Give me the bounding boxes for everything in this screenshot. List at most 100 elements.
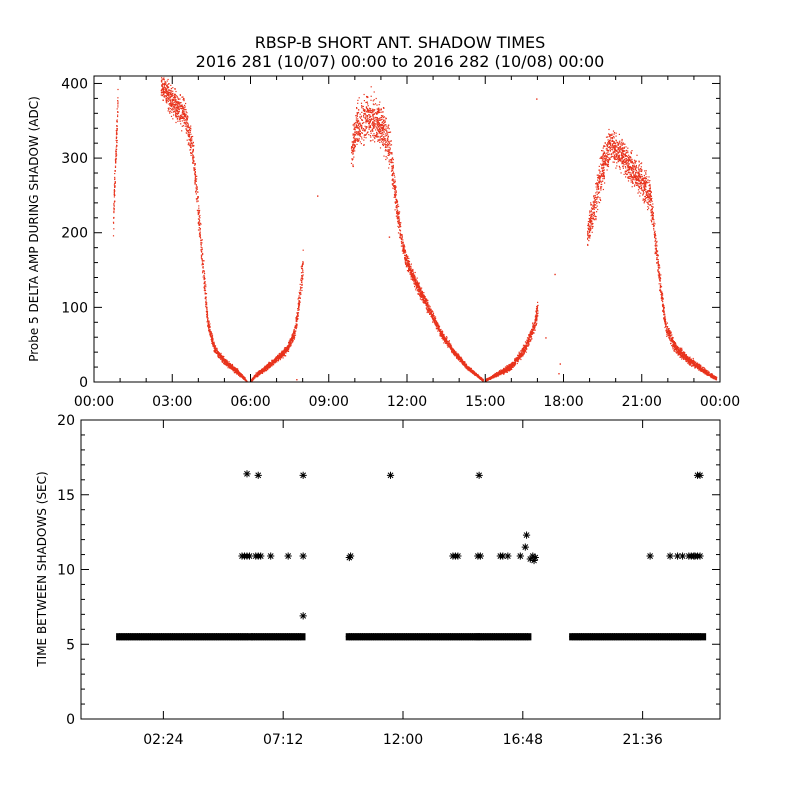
top-point xyxy=(116,139,118,142)
top-point xyxy=(381,139,383,141)
top-point xyxy=(216,351,218,353)
top-point xyxy=(301,275,303,277)
top-point xyxy=(231,364,233,366)
top-point xyxy=(407,255,409,257)
top-point xyxy=(225,362,228,364)
top-point xyxy=(202,263,204,265)
top-point xyxy=(399,235,401,237)
top-point xyxy=(408,261,411,263)
top-point xyxy=(228,365,230,368)
top-point xyxy=(383,129,386,131)
top-point xyxy=(190,125,192,127)
top-point xyxy=(392,173,394,175)
top-point xyxy=(284,349,286,352)
top-point xyxy=(394,176,396,178)
top-point xyxy=(358,123,360,125)
top-point xyxy=(175,106,177,108)
top-point xyxy=(174,105,176,107)
top-point xyxy=(411,274,413,276)
top-point xyxy=(463,361,465,363)
top-point xyxy=(115,162,117,164)
top-point xyxy=(358,139,360,141)
top-point xyxy=(302,249,304,251)
top-point xyxy=(200,246,202,248)
top-point xyxy=(381,134,383,136)
top-point xyxy=(447,342,449,344)
top-point xyxy=(181,120,183,122)
top-point xyxy=(236,373,238,375)
top-point xyxy=(172,107,174,109)
top-point xyxy=(283,350,285,352)
top-point xyxy=(224,361,226,363)
top-point xyxy=(362,129,364,131)
top-point xyxy=(176,107,178,109)
top-point xyxy=(356,133,358,135)
top-point xyxy=(424,297,426,299)
top-point xyxy=(278,353,280,355)
top-point xyxy=(211,342,213,344)
top-point xyxy=(172,109,174,111)
top-point xyxy=(173,107,175,109)
top-point xyxy=(408,267,411,269)
top-point xyxy=(384,129,386,131)
top-point xyxy=(479,377,481,379)
top-point xyxy=(223,360,225,362)
top-point xyxy=(435,326,437,328)
top-point xyxy=(424,301,426,303)
top-point xyxy=(196,201,198,203)
top-point xyxy=(201,264,203,266)
top-point xyxy=(457,353,459,355)
top-point xyxy=(163,77,165,79)
top-point xyxy=(279,355,281,357)
top-point xyxy=(113,222,115,224)
top-point xyxy=(409,270,411,272)
top-point xyxy=(406,270,409,272)
top-point xyxy=(116,121,118,123)
top-point xyxy=(364,112,366,114)
top-point xyxy=(229,363,231,365)
top-point xyxy=(221,361,224,363)
top-point xyxy=(426,311,428,314)
top-point xyxy=(462,362,465,364)
top-point xyxy=(274,358,277,360)
top-point xyxy=(361,105,363,107)
top-point xyxy=(365,137,367,139)
top-point xyxy=(422,296,424,299)
top-point xyxy=(293,329,295,331)
top-point xyxy=(384,139,386,142)
top-point xyxy=(436,323,438,325)
top-point xyxy=(162,88,164,90)
top-point xyxy=(406,262,408,264)
top-point xyxy=(458,354,460,356)
top-point xyxy=(396,209,398,211)
top-point xyxy=(352,134,354,136)
top-point xyxy=(113,207,115,209)
top-point xyxy=(370,95,372,97)
top-point xyxy=(371,109,373,111)
top-point xyxy=(258,373,260,375)
top-point xyxy=(409,264,411,266)
top-point xyxy=(224,362,226,364)
top-point xyxy=(375,135,377,137)
top-point xyxy=(297,308,299,310)
top-point xyxy=(189,131,191,133)
top-point xyxy=(442,331,444,333)
top-point xyxy=(372,127,374,129)
top-point xyxy=(298,304,301,306)
top-point xyxy=(529,331,531,333)
top-point xyxy=(181,125,183,127)
top-point xyxy=(165,92,167,94)
top-point xyxy=(189,126,191,129)
top-point xyxy=(474,372,476,374)
top-point xyxy=(384,135,386,137)
top-point xyxy=(173,100,175,102)
top-point xyxy=(181,96,183,98)
top-point xyxy=(507,365,509,367)
top-point xyxy=(394,188,396,190)
top-point xyxy=(373,133,375,135)
top-point xyxy=(385,149,387,151)
top-point xyxy=(161,80,163,82)
top-point xyxy=(426,304,428,306)
top-point xyxy=(410,278,412,280)
top-point xyxy=(267,366,269,368)
